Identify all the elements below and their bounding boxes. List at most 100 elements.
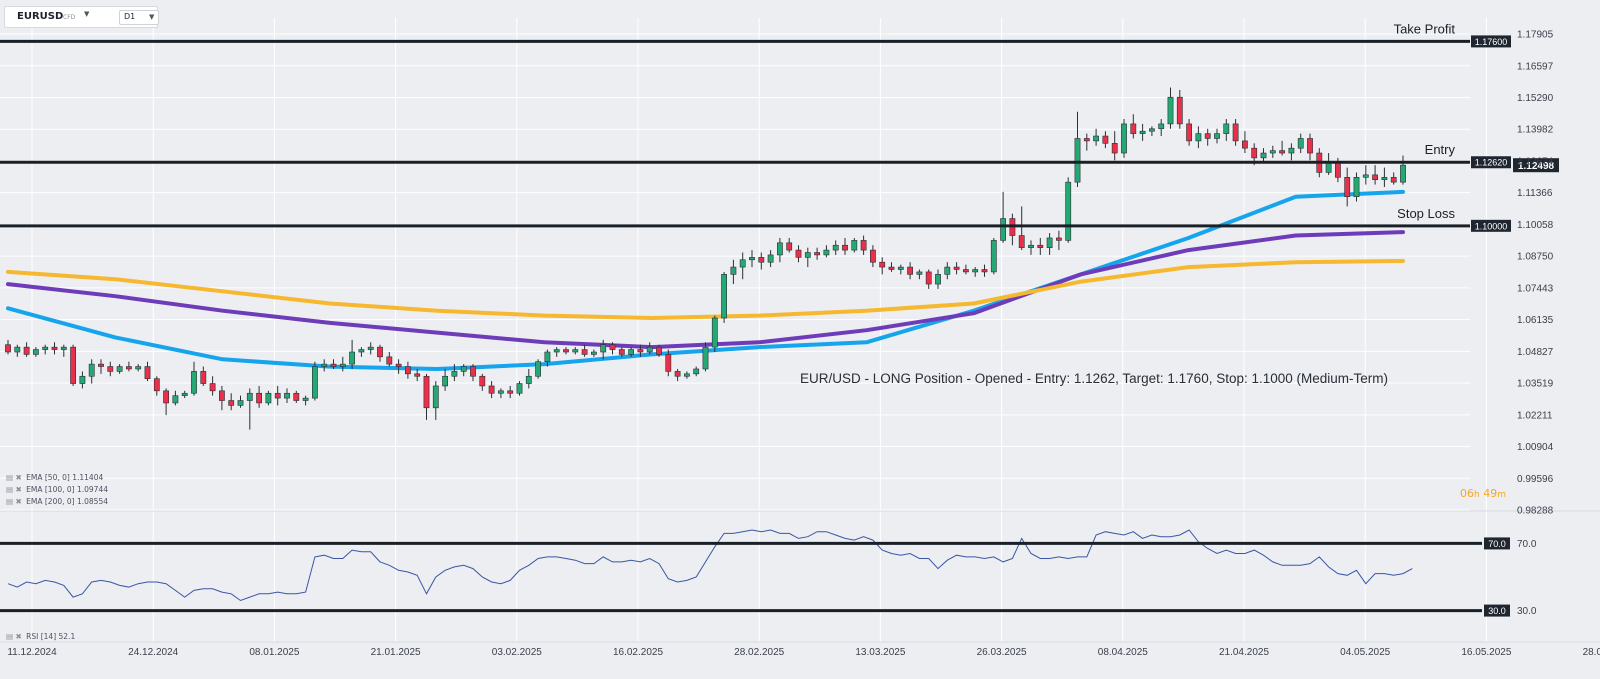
bear-candle-body	[1111, 143, 1118, 154]
candle	[869, 245, 876, 268]
bear-candle-body	[1056, 237, 1062, 241]
candle	[1121, 119, 1127, 158]
symbol-toolbar[interactable]: EURUSD CFD ▼ D1 ▼	[4, 6, 159, 28]
candle	[32, 347, 39, 357]
candle	[349, 339, 355, 369]
countdown-hours: 06	[1460, 487, 1474, 500]
candle	[460, 364, 467, 377]
bear-candle-body	[618, 349, 625, 355]
candle	[432, 381, 439, 420]
candle	[497, 388, 504, 399]
bear-candle-body	[1186, 123, 1192, 142]
indicator-settings-icon[interactable]: ▤ ✖	[6, 497, 22, 506]
bear-candle-body	[981, 269, 988, 273]
bull-candle-body	[683, 373, 690, 377]
bear-candle-body	[637, 349, 644, 353]
bear-candle-body	[1390, 176, 1397, 183]
price-tick-label: 1.08750	[1517, 252, 1554, 263]
bear-candle-body	[479, 375, 486, 387]
candle	[776, 237, 783, 263]
bear-candle-body	[953, 266, 960, 270]
ema200-legend-label: EMA [200, 0]	[26, 497, 75, 506]
ema50-legend-label: EMA [50, 0]	[26, 473, 70, 482]
bull-candle-body	[432, 385, 439, 409]
timeframe-select[interactable]: D1 ▼	[119, 10, 159, 25]
candle	[339, 356, 346, 372]
bull-candle-body	[367, 346, 374, 350]
bear-candle-body	[609, 344, 616, 350]
bull-candle-body	[1074, 138, 1081, 183]
bear-candle-body	[879, 261, 886, 268]
rsi-tick-label: 70.0	[1517, 539, 1537, 550]
countdown-minutes-unit: m	[1497, 490, 1506, 500]
candle	[284, 388, 290, 403]
symbol-dropdown-icon[interactable]: ▼	[84, 10, 90, 18]
candle	[153, 376, 160, 396]
candle	[683, 371, 690, 379]
bull-candle-body	[897, 266, 904, 270]
bull-candle-body	[1065, 181, 1072, 241]
bull-candle-body	[358, 349, 365, 353]
trade-levels[interactable]: Take Profit 1.17600 Entry 1.12620 Stop Loss 1…	[0, 21, 1559, 232]
indicator-settings-icon[interactable]: ▤ ✖	[6, 485, 22, 494]
candle	[70, 344, 76, 386]
bull-candle-body	[553, 349, 560, 353]
bull-candle-body	[944, 266, 951, 275]
bear-candle-body	[1344, 176, 1351, 198]
ema100-legend[interactable]: ▤ ✖ EMA [100, 0] 1.09744	[6, 485, 108, 494]
candle	[628, 347, 634, 357]
ema50-legend[interactable]: ▤ ✖ EMA [50, 0] 1.11404	[6, 473, 103, 482]
bear-candle-body	[786, 242, 793, 251]
bear-candle-body	[330, 363, 337, 367]
level-tag-background	[1471, 156, 1511, 169]
candle	[1158, 119, 1165, 137]
bear-candle-body	[665, 354, 672, 372]
candle	[191, 361, 197, 396]
candle	[842, 237, 848, 255]
candle	[358, 347, 365, 357]
bear-candle-body	[23, 346, 30, 355]
level-name-label: Stop Loss	[1397, 206, 1455, 221]
bear-candle-body	[1242, 140, 1248, 149]
bull-candle-body	[497, 390, 504, 394]
candle	[404, 361, 411, 379]
bull-candle-body	[1297, 138, 1304, 149]
bull-candle-body	[646, 346, 653, 353]
candle	[1400, 155, 1406, 185]
candle	[721, 271, 727, 323]
candle	[1362, 165, 1369, 185]
candle	[851, 237, 858, 253]
bull-candle-body	[1195, 133, 1202, 142]
rsi-level-tag-text: 70.0	[1488, 539, 1506, 549]
bull-candle-body	[42, 346, 49, 350]
date-tick-label: 13.03.2025	[855, 647, 905, 658]
bear-candle-body	[98, 363, 104, 367]
indicator-settings-icon[interactable]: ▤ ✖	[6, 473, 22, 482]
bear-candle-body	[674, 371, 681, 377]
candle	[1279, 140, 1285, 156]
candle	[1372, 165, 1378, 185]
candle	[879, 257, 886, 275]
price-tick-label: 1.03519	[1517, 379, 1554, 390]
ema200-legend[interactable]: ▤ ✖ EMA [200, 0] 1.08554	[6, 497, 108, 506]
bear-candle-body	[256, 392, 262, 404]
candle	[832, 240, 839, 255]
bull-candle-body	[321, 363, 328, 367]
level-name-label: Entry	[1425, 142, 1456, 157]
candle	[367, 342, 374, 355]
indicator-settings-icon[interactable]: ▤ ✖	[6, 632, 22, 641]
candle	[1344, 167, 1351, 207]
bear-candle-body	[377, 346, 383, 358]
timeframe-dropdown-icon[interactable]: ▼	[149, 13, 155, 21]
symbol-label[interactable]: EURUSD	[17, 11, 64, 22]
level-tag-background	[1471, 219, 1511, 232]
bear-candle-body	[581, 349, 588, 355]
price-axis: 1.17905 1.16597 1.15290 1.13982 1.12674 1.113…	[1517, 30, 1554, 517]
candle	[953, 262, 960, 275]
bull-candle-body	[1223, 123, 1230, 134]
rsi-legend[interactable]: ▤ ✖ RSI [14] 52.1	[6, 632, 75, 641]
candle	[702, 342, 709, 372]
bull-candle-body	[693, 368, 700, 375]
bull-candle-body	[1214, 133, 1220, 139]
